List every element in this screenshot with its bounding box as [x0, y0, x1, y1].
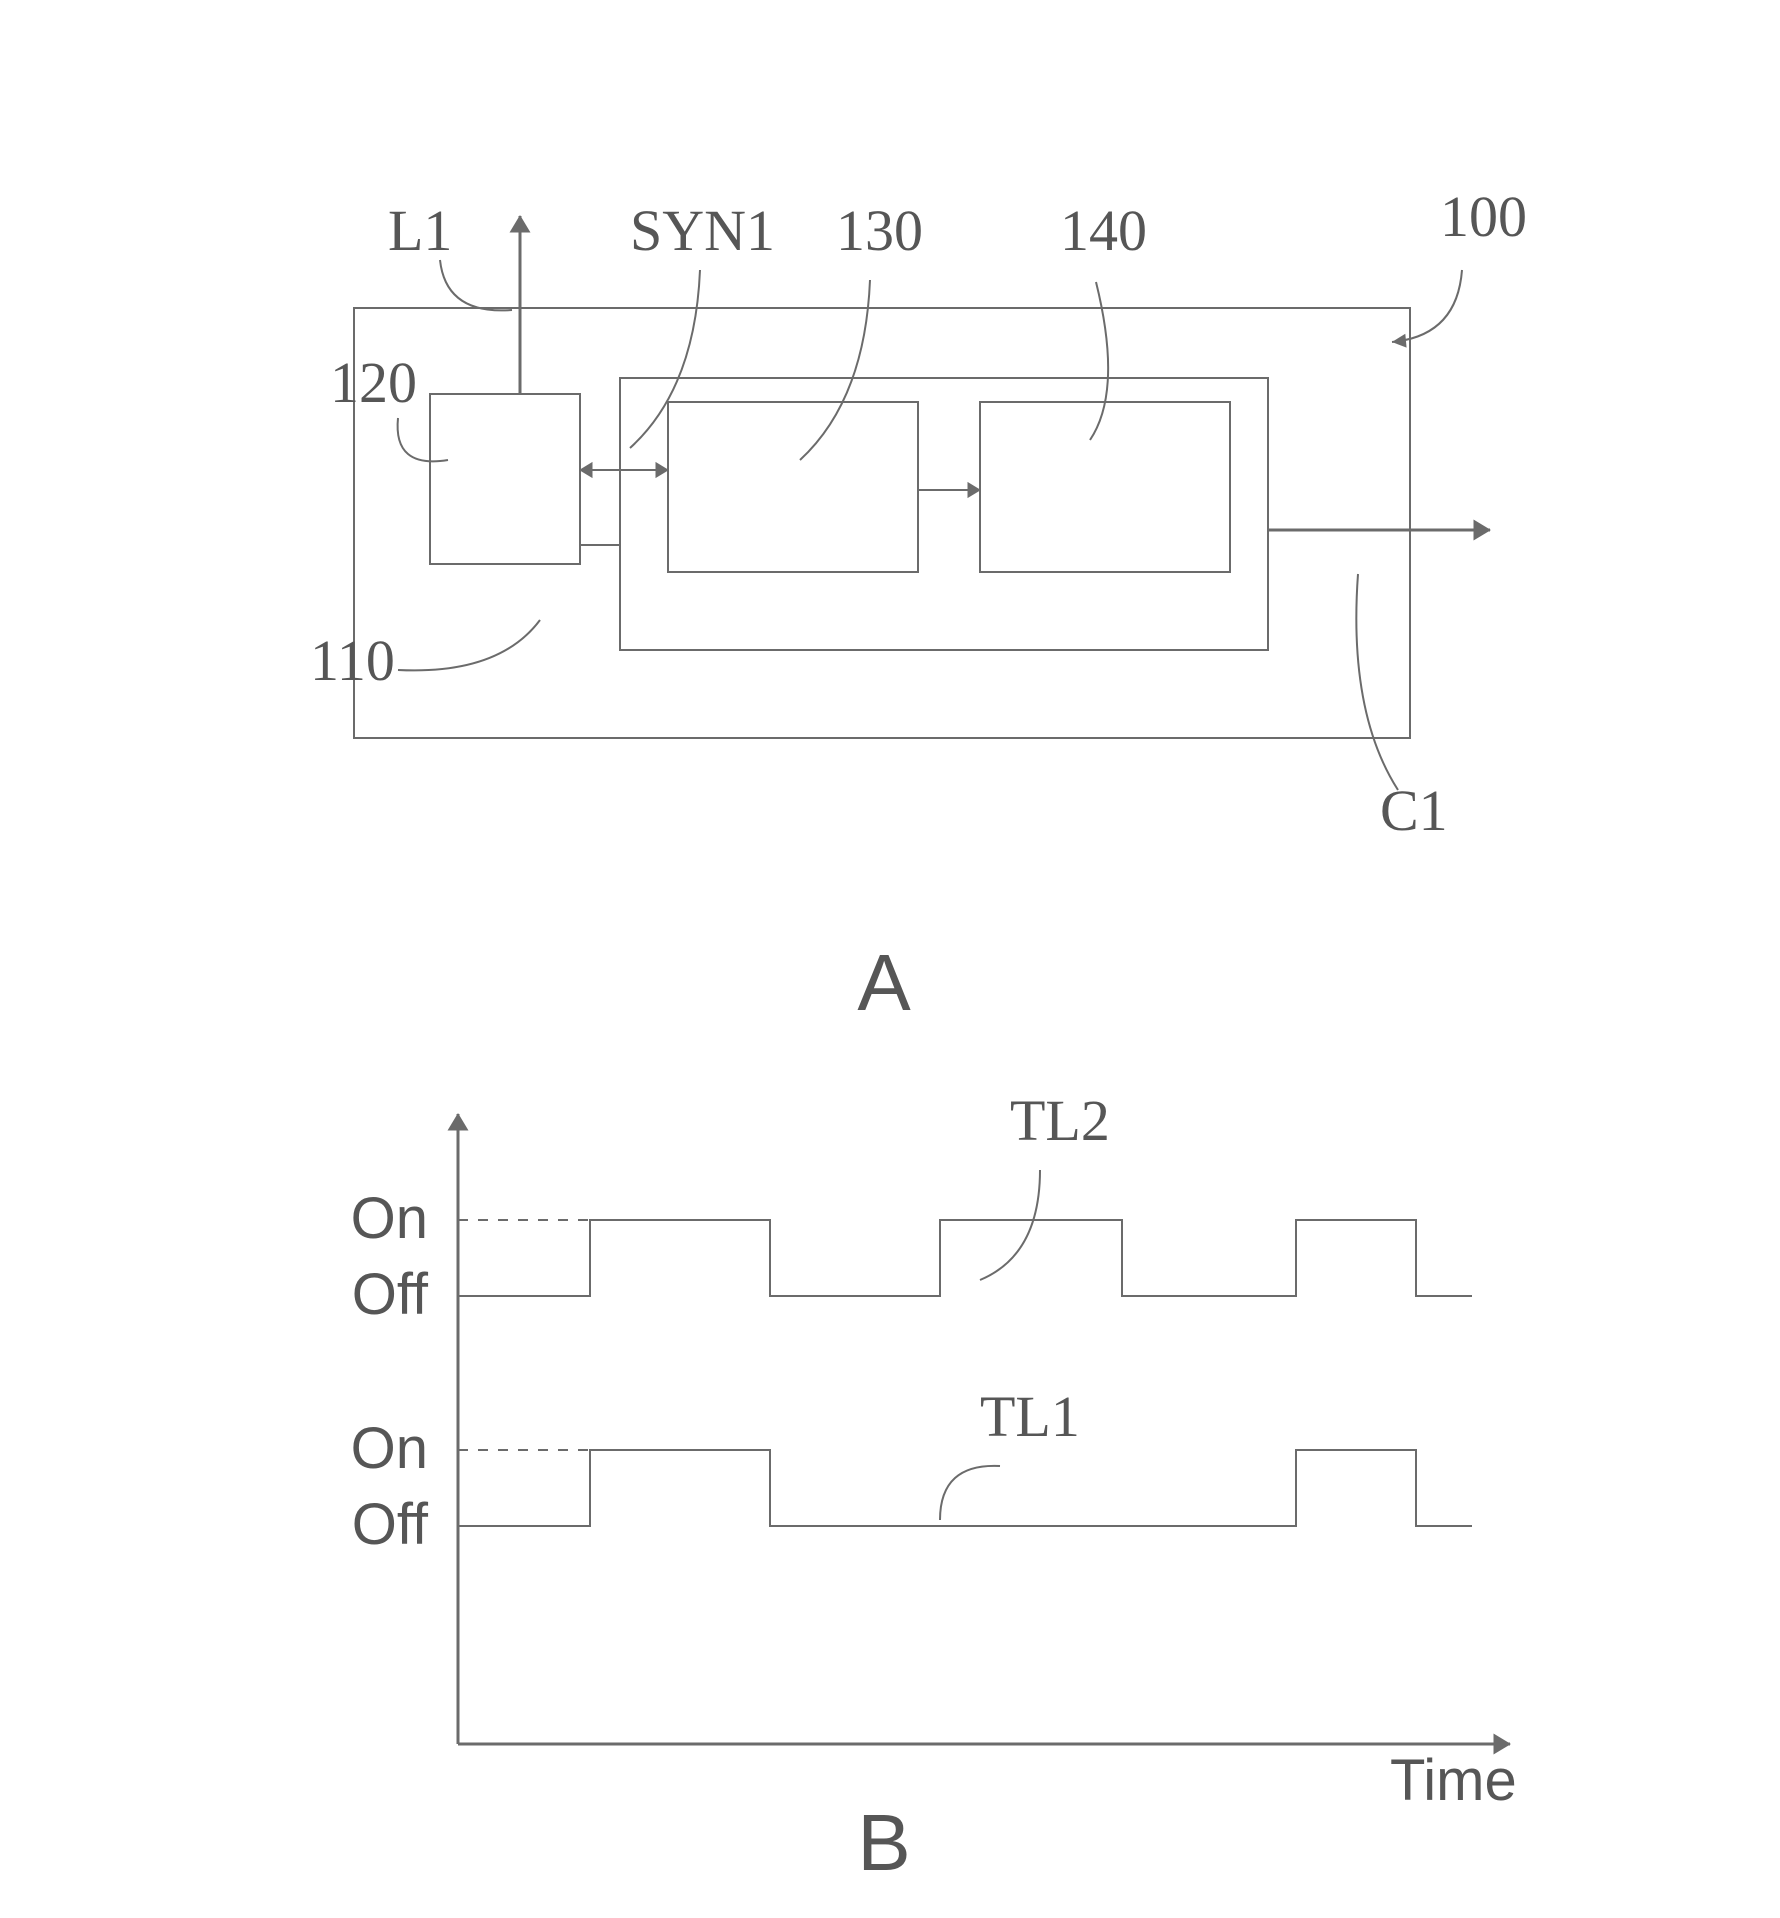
svg-text:Off: Off [352, 1262, 429, 1327]
svg-text:L1: L1 [388, 198, 452, 263]
svg-text:Time: Time [1390, 1748, 1517, 1813]
svg-text:Off: Off [352, 1492, 429, 1557]
svg-text:130: 130 [836, 198, 923, 263]
svg-text:100: 100 [1440, 184, 1527, 249]
svg-text:120: 120 [330, 350, 417, 415]
svg-text:SYN1: SYN1 [630, 198, 775, 263]
svg-text:110: 110 [310, 628, 395, 693]
svg-text:On: On [351, 1186, 428, 1251]
svg-text:On: On [351, 1416, 428, 1481]
svg-text:A: A [857, 938, 911, 1027]
svg-text:TL2: TL2 [1010, 1088, 1110, 1153]
svg-text:C1: C1 [1380, 778, 1448, 843]
svg-text:140: 140 [1060, 198, 1147, 263]
svg-text:B: B [857, 1798, 910, 1887]
svg-text:TL1: TL1 [980, 1384, 1080, 1449]
